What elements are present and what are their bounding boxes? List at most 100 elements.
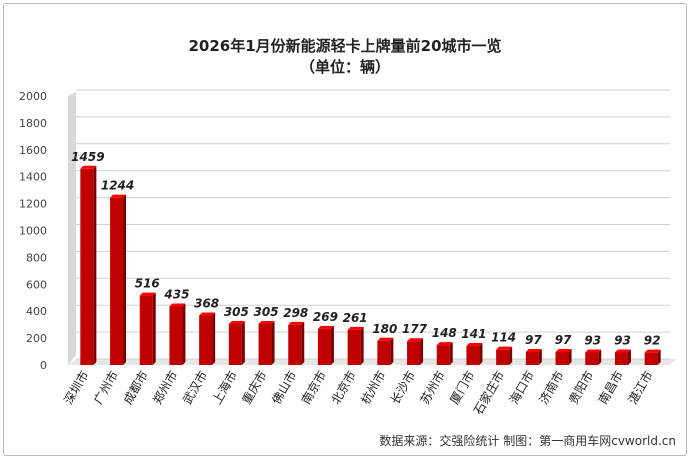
data-label: 1244 [101, 179, 134, 193]
bar-top [199, 312, 216, 316]
data-source-note: 数据来源：交强险统计 制图：第一商用车网cvworld.cn [379, 434, 676, 448]
data-label: 305 [254, 305, 279, 319]
y-tick-label: 1200 [19, 198, 47, 211]
bar [614, 352, 628, 365]
x-tick-label: 湛江市 [625, 368, 656, 407]
bar-side [420, 338, 424, 365]
bar-side [241, 320, 245, 365]
x-tick-label: 广州市 [90, 368, 121, 407]
data-label: 368 [194, 297, 219, 311]
bar-top [169, 303, 186, 307]
chart-title: 2026年1月份新能源轻卡上牌量前20城市一览 [188, 37, 502, 55]
bar-top [555, 348, 572, 352]
bar-top [80, 165, 97, 169]
x-tick-label: 重庆市 [239, 368, 270, 407]
data-label: 93 [614, 333, 631, 347]
bar [139, 295, 153, 365]
bar [377, 340, 391, 365]
data-label: 93 [584, 333, 601, 347]
bar [644, 352, 658, 365]
x-tick-label: 武汉市 [179, 368, 210, 407]
data-label: 97 [555, 333, 572, 347]
data-label: 261 [343, 311, 368, 325]
bar [228, 323, 242, 365]
data-label: 305 [224, 305, 249, 319]
data-label: 180 [372, 322, 397, 336]
y-tick-label: 1600 [19, 144, 47, 157]
bar-side [123, 194, 127, 365]
floor [68, 359, 676, 365]
x-tick-label: 成都市 [120, 368, 151, 407]
chart-subtitle: （单位：辆） [299, 58, 390, 76]
bar [80, 168, 94, 365]
bar-top [466, 343, 483, 347]
y-tick-label: 1800 [19, 117, 47, 130]
data-label: 516 [135, 277, 160, 291]
bar-side [330, 325, 334, 365]
bar-side [657, 349, 661, 365]
bar-side [509, 346, 513, 365]
y-tick-label: 0 [40, 359, 47, 372]
data-label: 269 [313, 310, 338, 324]
bar [199, 315, 213, 365]
bar-side [212, 312, 216, 365]
y-tick-label: 800 [26, 251, 47, 264]
bar [466, 346, 480, 365]
data-label: 141 [461, 327, 486, 341]
bar-side [568, 348, 572, 365]
bar-top [496, 346, 513, 350]
bar-side [93, 165, 97, 365]
x-tick-label: 郑州市 [150, 368, 181, 407]
data-label: 148 [432, 326, 457, 340]
data-label: 1459 [71, 150, 104, 164]
x-tick-label: 贵阳市 [565, 368, 596, 407]
bar-top [407, 338, 424, 342]
bar-top [347, 326, 364, 330]
bar [110, 197, 124, 365]
bar-side [390, 337, 394, 365]
x-tick-label: 海口市 [506, 368, 537, 407]
bar [407, 341, 421, 365]
bar-side [152, 292, 156, 365]
y-tick-label: 1400 [19, 171, 47, 184]
x-tick-label: 长沙市 [387, 368, 418, 407]
bar-top [436, 342, 453, 346]
bar-top [139, 292, 156, 296]
bar [317, 328, 331, 365]
bar-top [585, 349, 602, 353]
x-tick-label: 杭州市 [357, 368, 388, 407]
data-label: 92 [644, 334, 661, 348]
x-tick-label: 厦门市 [447, 368, 478, 407]
data-label: 97 [525, 333, 542, 347]
bar-side [360, 326, 364, 365]
bar-side [182, 303, 186, 365]
bar-top [317, 325, 334, 329]
y-tick-label: 200 [26, 332, 47, 345]
bar [347, 329, 361, 365]
x-tick-label: 苏州市 [417, 368, 448, 407]
bar [585, 352, 599, 365]
data-label: 114 [491, 331, 516, 345]
x-tick-label: 济南市 [536, 368, 567, 407]
x-tick-label: 南京市 [298, 368, 329, 407]
bar-top [377, 337, 394, 341]
bar-top [644, 349, 661, 353]
y-tick-label: 2000 [19, 90, 47, 103]
bar-top [228, 320, 245, 324]
bar [258, 323, 272, 365]
x-tick-label: 北京市 [328, 368, 359, 407]
bar [496, 349, 510, 365]
bar-side [598, 349, 602, 365]
x-tick-label: 深圳市 [60, 368, 91, 407]
bar [288, 324, 302, 365]
data-label: 298 [283, 306, 308, 320]
data-label: 435 [163, 287, 189, 301]
bar [169, 306, 183, 365]
data-label: 177 [402, 322, 428, 336]
bar [555, 351, 569, 365]
bar-side [271, 320, 275, 365]
bar-side [479, 343, 483, 365]
bar-top [288, 321, 305, 325]
bar-top [258, 320, 275, 324]
bar [436, 345, 450, 365]
